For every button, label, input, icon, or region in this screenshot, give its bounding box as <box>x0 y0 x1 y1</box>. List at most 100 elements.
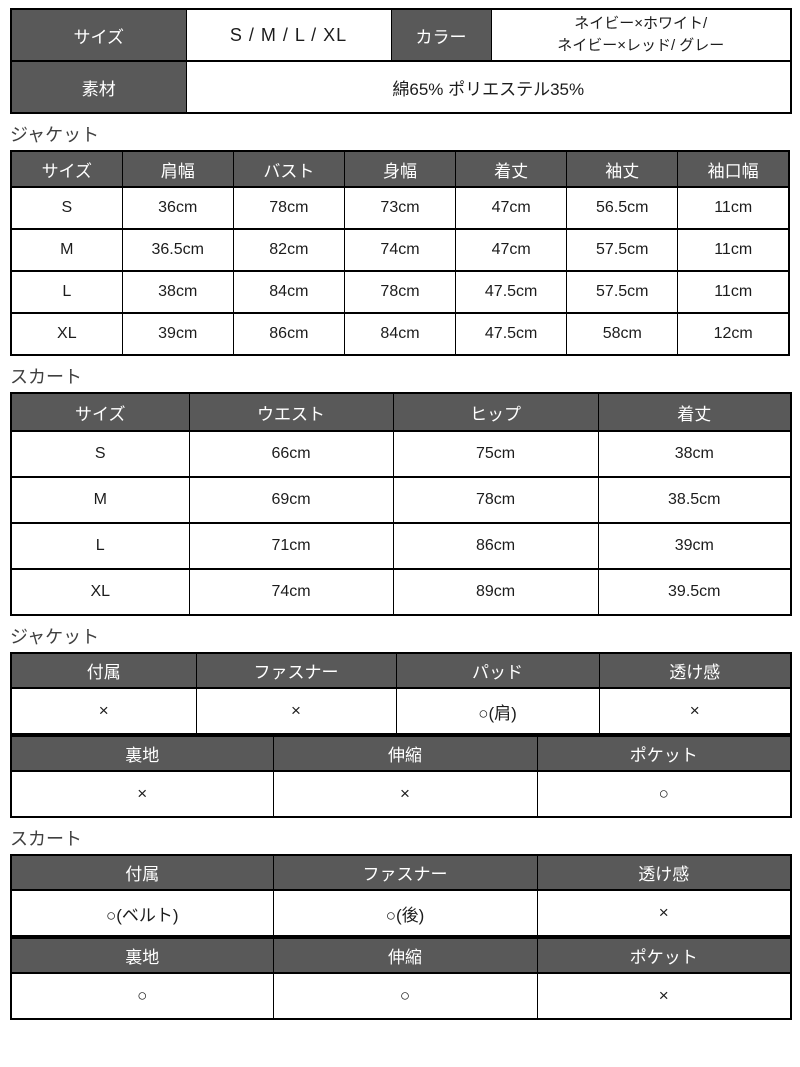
table-cell: 39.5cm <box>597 568 792 616</box>
spec-sheet: サイズ S / M / L / XL カラー ネイビー×ホワイト/ ネイビー×レ… <box>10 8 792 1020</box>
table-cell: 47cm <box>455 228 568 272</box>
column-header: サイズ <box>10 150 123 188</box>
table-row: M 36.5cm 82cm 74cm 47cm 57.5cm 11cm <box>10 228 790 272</box>
color-label-cell: カラー <box>390 8 492 62</box>
column-header: 伸縮 <box>272 937 538 974</box>
column-header: 身幅 <box>343 150 457 188</box>
table-cell: 38cm <box>121 270 234 314</box>
skirt-details-table-row1: 付属 ファスナー 透け感 ○(ベルト) ○(後) × <box>10 854 792 937</box>
column-header: 透け感 <box>598 652 792 689</box>
table-cell: × <box>536 972 792 1020</box>
section-label-skirt-size: スカート <box>10 367 82 387</box>
table-cell: XL <box>10 312 123 356</box>
section-label-jacket-size: ジャケット <box>10 125 100 145</box>
column-header: ポケット <box>536 735 792 772</box>
table-header-row: 付属 ファスナー 透け感 <box>10 854 792 891</box>
jacket-details-table-row2: 裏地 伸縮 ポケット × × ○ <box>10 735 792 818</box>
size-label-cell: サイズ <box>10 8 187 62</box>
column-header: 伸縮 <box>272 735 538 772</box>
table-cell: × <box>272 770 538 818</box>
table-cell: 38cm <box>597 430 792 478</box>
table-cell: × <box>10 770 274 818</box>
table-row: S 66cm 75cm 38cm <box>10 430 792 478</box>
table-cell: 47.5cm <box>455 270 568 314</box>
table-cell: 11cm <box>677 228 790 272</box>
table-cell: 78cm <box>343 270 457 314</box>
table-cell: ○(肩) <box>395 687 600 735</box>
table-cell: 78cm <box>392 476 599 524</box>
table-cell: 86cm <box>232 312 345 356</box>
column-header: ファスナー <box>195 652 397 689</box>
table-cell: S <box>10 430 190 478</box>
table-cell: M <box>10 228 123 272</box>
table-cell: × <box>598 687 792 735</box>
table-cell: 56.5cm <box>566 186 679 230</box>
column-header: 裏地 <box>10 735 274 772</box>
table-row: × × ○(肩) × <box>10 687 792 735</box>
table-cell: 36.5cm <box>121 228 234 272</box>
material-value-cell: 綿65% ポリエステル35% <box>185 60 792 114</box>
table-cell: × <box>10 687 197 735</box>
table-cell: L <box>10 270 123 314</box>
table-header-row: サイズ 肩幅 バスト 身幅 着丈 袖丈 袖口幅 <box>10 150 790 188</box>
table-cell: 39cm <box>121 312 234 356</box>
table-cell: 89cm <box>392 568 599 616</box>
table-row: × × ○ <box>10 770 792 818</box>
table-cell: 86cm <box>392 522 599 570</box>
table-cell: 39cm <box>597 522 792 570</box>
column-header: 付属 <box>10 854 274 891</box>
column-header: 肩幅 <box>121 150 234 188</box>
table-cell: 73cm <box>343 186 457 230</box>
table-cell: 69cm <box>188 476 394 524</box>
section-label-skirt-details: スカート <box>10 829 82 849</box>
table-cell: 36cm <box>121 186 234 230</box>
column-header: 袖丈 <box>566 150 679 188</box>
table-cell: 11cm <box>677 186 790 230</box>
table-cell: 82cm <box>232 228 345 272</box>
table-cell: 84cm <box>343 312 457 356</box>
column-header: ファスナー <box>272 854 538 891</box>
table-cell: 74cm <box>343 228 457 272</box>
table-row: S 36cm 78cm 73cm 47cm 56.5cm 11cm <box>10 186 790 230</box>
column-header: 付属 <box>10 652 197 689</box>
table-cell: 47cm <box>455 186 568 230</box>
table-cell: S <box>10 186 123 230</box>
section-label-jacket-details: ジャケット <box>10 627 100 647</box>
column-header: 着丈 <box>455 150 568 188</box>
table-row: XL 39cm 86cm 84cm 47.5cm 58cm 12cm <box>10 312 790 356</box>
table-cell: × <box>536 889 792 937</box>
table-cell: M <box>10 476 190 524</box>
table-cell: 47.5cm <box>455 312 568 356</box>
column-header: ポケット <box>536 937 792 974</box>
column-header: ヒップ <box>392 392 599 432</box>
table-cell: 58cm <box>566 312 679 356</box>
column-header: バスト <box>232 150 345 188</box>
column-header: パッド <box>395 652 600 689</box>
table-cell: 12cm <box>677 312 790 356</box>
table-row: XL 74cm 89cm 39.5cm <box>10 568 792 616</box>
skirt-details-table-row2: 裏地 伸縮 ポケット ○ ○ × <box>10 937 792 1020</box>
color-value-cell: ネイビー×ホワイト/ ネイビー×レッド/ グレー <box>490 8 792 62</box>
table-cell: 71cm <box>188 522 394 570</box>
table-cell: 75cm <box>392 430 599 478</box>
table-header-row: 裏地 伸縮 ポケット <box>10 937 792 974</box>
table-row: L 38cm 84cm 78cm 47.5cm 57.5cm 11cm <box>10 270 790 314</box>
table-cell: 57.5cm <box>566 228 679 272</box>
table-cell: 57.5cm <box>566 270 679 314</box>
column-header: サイズ <box>10 392 190 432</box>
info-table: サイズ S / M / L / XL カラー ネイビー×ホワイト/ ネイビー×レ… <box>10 8 792 114</box>
column-header: 透け感 <box>536 854 792 891</box>
table-cell: ○ <box>536 770 792 818</box>
table-header-row: 裏地 伸縮 ポケット <box>10 735 792 772</box>
table-cell: 74cm <box>188 568 394 616</box>
table-cell: × <box>195 687 397 735</box>
color-value-line1: ネイビー×ホワイト/ <box>574 15 708 33</box>
column-header: 着丈 <box>597 392 792 432</box>
table-row: L 71cm 86cm 39cm <box>10 522 792 570</box>
table-cell: ○(ベルト) <box>10 889 274 937</box>
table-header-row: 付属 ファスナー パッド 透け感 <box>10 652 792 689</box>
table-row: M 69cm 78cm 38.5cm <box>10 476 792 524</box>
material-label-cell: 素材 <box>10 60 187 114</box>
column-header: ウエスト <box>188 392 394 432</box>
size-value-cell: S / M / L / XL <box>185 8 392 62</box>
